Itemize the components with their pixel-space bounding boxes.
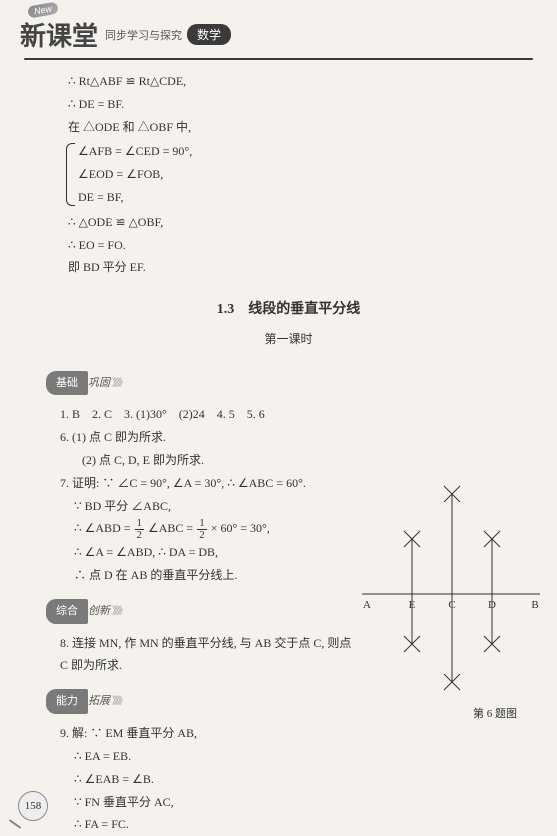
text-frag: ∠ABC = [148, 521, 196, 535]
tag-label: 综合 [46, 599, 88, 624]
answer-line: ∴ EA = EB. [60, 745, 360, 768]
answer-line: ∴ 点 D 在 AB 的垂直平分线上. [60, 564, 360, 587]
text-frag: ∴ ∠ABD = [74, 521, 134, 535]
proof-block: ∴ Rt△ABF ≌ Rt△CDE, ∴ DE = BF. 在 △ODE 和 △… [60, 70, 360, 279]
brace-line: DE = BF, [78, 186, 360, 209]
svg-text:D: D [488, 599, 496, 611]
tag-text: 综合 [56, 605, 78, 617]
svg-text:B: B [531, 599, 538, 611]
section-title: 1.3 线段的垂直平分线 [60, 297, 517, 324]
brace-group: ∠AFB = ∠CED = 90°, ∠EOD = ∠FOB, DE = BF, [60, 140, 360, 208]
answer-line: ∴ ∠ABD = 12 ∠ABC = 12 × 60° = 30°, [60, 517, 360, 541]
tag-label: 能力 [46, 689, 88, 714]
header-divider [24, 58, 533, 60]
section-subtitle: 第一课时 [60, 328, 517, 351]
brace-line: ∠AFB = ∠CED = 90°, [78, 140, 360, 163]
fraction: 12 [135, 518, 145, 541]
tag-basic: 基础 巩固》》》 [60, 363, 517, 400]
svg-text:E: E [409, 599, 416, 611]
answer-line: ∵ BD 平分 ∠ABC, [60, 495, 360, 518]
answer-line: ∵ FN 垂直平分 AC, [60, 791, 360, 814]
answer-line: 6. (1) 点 C 即为所求. [60, 426, 360, 449]
arrows-icon: 》》》 [112, 378, 126, 389]
brace-line: ∠EOD = ∠FOB, [78, 163, 360, 186]
answers-basic: 1. B 2. C 3. (1)30° (2)24 4. 5 5. 6 6. (… [60, 403, 360, 586]
subject-pill: 数学 [187, 24, 231, 45]
proof-line: 在 △ODE 和 △OBF 中, [60, 116, 360, 139]
arrows-icon: 》》》 [112, 606, 126, 617]
figure-caption: 第 6 题图 [473, 704, 517, 725]
answer-line: ∴ FA = FC. [60, 813, 360, 836]
tag-suffix: 拓展 [88, 695, 110, 707]
page-number: 158 [18, 791, 48, 821]
arrows-icon: 》》》 [112, 696, 126, 707]
fraction: 12 [197, 518, 207, 541]
proof-line: ∴ EO = FO. [60, 234, 360, 257]
figure-q6: AECDB [357, 474, 547, 704]
denominator: 2 [197, 530, 207, 541]
page-content: ∴ Rt△ABF ≌ Rt△CDE, ∴ DE = BF. 在 △ODE 和 △… [0, 66, 557, 836]
tag-suffix: 创新 [88, 605, 110, 617]
page-header: New 新课堂 同步学习与探究 数学 [0, 0, 557, 58]
tag-suffix: 巩固 [88, 377, 110, 389]
tag-label: 基础 [46, 371, 88, 396]
answer-line: (2) 点 C, D, E 即为所求. [60, 449, 360, 472]
answer-line: ∴ ∠EAB = ∠B. [60, 768, 360, 791]
proof-line: ∴ DE = BF. [60, 93, 360, 116]
svg-text:C: C [448, 599, 455, 611]
proof-line: ∴ Rt△ABF ≌ Rt△CDE, [60, 70, 360, 93]
tag-text: 基础 [56, 377, 78, 389]
text-frag: × 60° = 30°, [211, 521, 270, 535]
proof-line: 即 BD 平分 EF. [60, 256, 360, 279]
answer-line: 8. 连接 MN, 作 MN 的垂直平分线, 与 AB 交于点 C, 则点 C … [60, 632, 360, 678]
answers-ext: 9. 解: ∵ EM 垂直平分 AB, ∴ EA = EB. ∴ ∠EAB = … [60, 722, 360, 836]
brand-title: 新课堂 [20, 16, 98, 53]
proof-line: ∴ △ODE ≌ △OBF, [60, 211, 360, 234]
answer-line: 9. 解: ∵ EM 垂直平分 AB, [60, 722, 360, 745]
answer-line: ∴ ∠A = ∠ABD, ∴ DA = DB, [60, 541, 360, 564]
denominator: 2 [135, 530, 145, 541]
brand-subtitle: 同步学习与探究 [105, 27, 182, 43]
answer-line: 7. 证明: ∵ ∠C = 90°, ∠A = 30°, ∴ ∠ABC = 60… [60, 472, 360, 495]
svg-text:A: A [363, 599, 371, 611]
tag-text: 能力 [56, 695, 78, 707]
answers-comp: 8. 连接 MN, 作 MN 的垂直平分线, 与 AB 交于点 C, 则点 C … [60, 632, 360, 678]
answer-line: 1. B 2. C 3. (1)30° (2)24 4. 5 5. 6 [60, 403, 360, 426]
